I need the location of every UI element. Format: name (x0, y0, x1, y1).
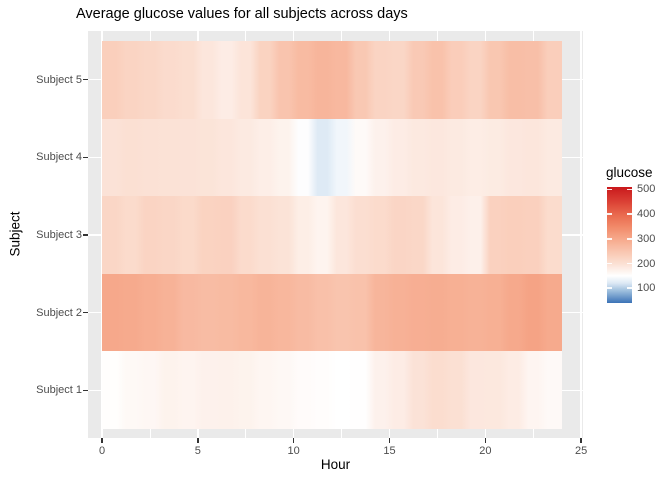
x-tick-label: 20 (479, 445, 492, 457)
legend-tick-mark (607, 188, 612, 191)
heatmap-row (102, 118, 562, 197)
y-tick-mark (83, 389, 88, 391)
x-tick-mark (580, 438, 582, 443)
x-tick-mark (197, 438, 199, 443)
x-axis-title: Hour (320, 457, 351, 472)
legend-tick-mark (607, 287, 612, 289)
x-tick-label: 5 (194, 445, 201, 457)
x-tick-mark (292, 438, 295, 443)
x-tick-label: 0 (98, 445, 106, 457)
y-tick-mark (83, 156, 88, 159)
legend-tick-mark (627, 188, 632, 191)
x-tick-mark (388, 438, 391, 443)
x-tick-label: 25 (575, 445, 588, 457)
y-axis-title: Subject (7, 211, 23, 257)
heatmap-row (102, 196, 562, 274)
legend-tick-label: 300 (637, 232, 656, 245)
legend-tick-label: 500 (637, 183, 656, 196)
y-tick-label: Subject 4 (36, 151, 82, 164)
y-tick-label: Subject 5 (36, 73, 82, 86)
x-tick-mark (101, 438, 103, 443)
plot-panel (88, 31, 583, 438)
x-tick-label: 15 (383, 445, 396, 457)
legend-tick-label: 400 (637, 208, 656, 221)
legend-tick-label: 200 (637, 257, 656, 270)
y-tick-label: Subject 2 (36, 306, 82, 319)
heatmap-row (102, 351, 562, 429)
legend-tick-label: 100 (637, 282, 656, 295)
x-tick-label: 10 (287, 445, 300, 457)
y-tick-label: Subject 1 (36, 384, 82, 397)
x-tick-mark (484, 438, 487, 443)
chart-title: Average glucose values for all subjects … (76, 6, 408, 22)
legend-tick-mark (627, 238, 632, 240)
legend-tick-mark (607, 238, 612, 240)
heatmap-row (102, 41, 562, 119)
legend-tick-mark (627, 262, 632, 265)
legend-tick-mark (627, 213, 632, 215)
legend-tick-mark (627, 287, 632, 289)
y-tick-mark (83, 311, 88, 314)
y-tick-mark (83, 79, 88, 81)
legend-colorbar (607, 187, 632, 303)
y-tick-label: Subject 3 (36, 229, 82, 241)
legend-tick-mark (607, 262, 612, 265)
y-tick-mark (83, 234, 88, 236)
legend-tick-mark (607, 213, 612, 215)
heatmap-row (102, 273, 562, 352)
legend-title: glucose (606, 165, 653, 180)
